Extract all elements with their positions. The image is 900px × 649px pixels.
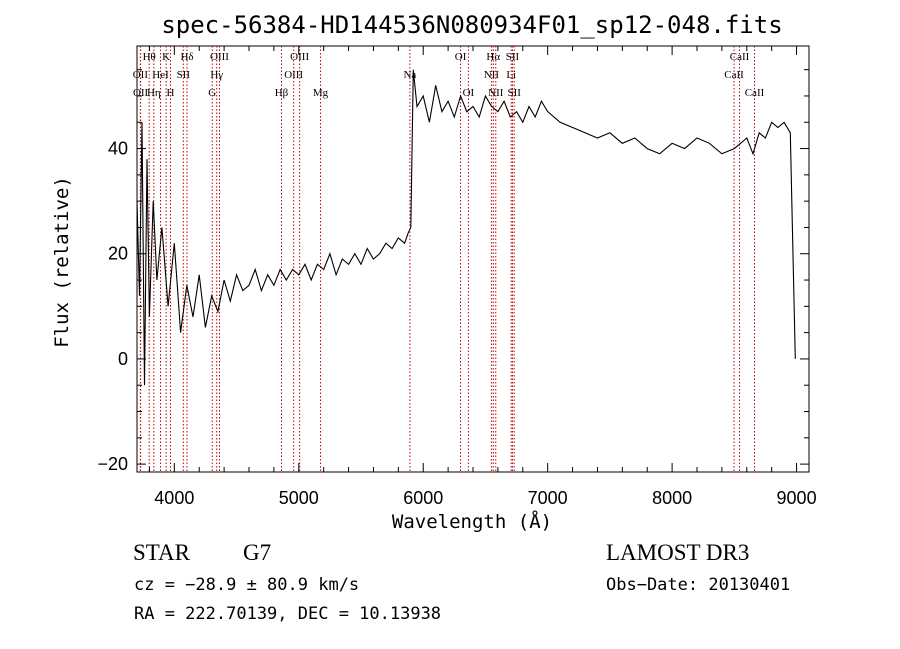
line-label: Li (506, 69, 516, 81)
line-label: K (162, 51, 170, 63)
line-label: H (166, 87, 174, 99)
line-label: SII (177, 69, 191, 81)
line-label: CaII (730, 51, 750, 63)
line-label: NII (484, 69, 500, 81)
x-tick-label: 8000 (652, 488, 692, 508)
x-tick-label: 6000 (403, 488, 443, 508)
x-axis-label: Wavelength (Å) (392, 510, 552, 533)
line-label: Hγ (210, 69, 223, 81)
cz-value: cz = −28.9 ± 80.9 km/s (134, 575, 359, 595)
line-label: Mg (313, 87, 329, 99)
line-markers (139, 46, 755, 472)
line-label: CaII (724, 69, 744, 81)
line-label: OI (455, 51, 467, 63)
y-tick-labels: −20 0 20 40 (97, 139, 128, 475)
y-tick-label: −20 (97, 454, 128, 474)
object-subclass: G7 (243, 540, 271, 565)
line-label: OIII (290, 51, 309, 63)
line-label: SII (506, 51, 520, 63)
object-class: STAR (133, 540, 191, 565)
plot-frame (136, 45, 810, 473)
obs-date: Obs−Date: 20130401 (606, 575, 790, 595)
x-tick-label: 5000 (279, 488, 319, 508)
x-tick-label: 9000 (777, 488, 817, 508)
line-label: OIII (284, 69, 303, 81)
survey-name: LAMOST DR3 (606, 540, 749, 565)
y-tick-label: 20 (108, 244, 128, 264)
axis-ticks (137, 46, 809, 472)
line-label: Hδ (180, 51, 193, 63)
line-label: NII (488, 87, 504, 99)
line-label: Hθ (143, 51, 156, 63)
x-tick-label: 7000 (528, 488, 568, 508)
chart-title: spec-56384-HD144536N080934F01_sp12-048.f… (161, 11, 782, 39)
line-label: OI (463, 87, 475, 99)
x-tick-labels: 4000 5000 6000 7000 8000 9000 (154, 488, 816, 508)
line-label: Hβ (275, 87, 289, 99)
line-label: OII (133, 69, 149, 81)
y-axis-label: Flux (relative) (51, 176, 73, 348)
line-labels: OIIOIIHθHηHeIKHSIIHδGHγOIIIHβOIIIOIIIMgN… (133, 51, 765, 99)
line-label: Hα (486, 51, 500, 63)
line-label: HeI (152, 69, 169, 81)
x-tick-label: 4000 (154, 488, 194, 508)
y-tick-label: 40 (108, 139, 128, 159)
line-label: OII (133, 87, 149, 99)
ra-dec: RA = 222.70139, DEC = 10.13938 (134, 604, 441, 624)
line-label: G (208, 87, 216, 99)
line-label: OIII (210, 51, 229, 63)
line-label: CaII (745, 87, 765, 99)
y-tick-label: 0 (118, 349, 128, 369)
spectrum-line (136, 69, 796, 386)
line-label: SII (507, 87, 521, 99)
line-label: Hη (147, 87, 161, 99)
